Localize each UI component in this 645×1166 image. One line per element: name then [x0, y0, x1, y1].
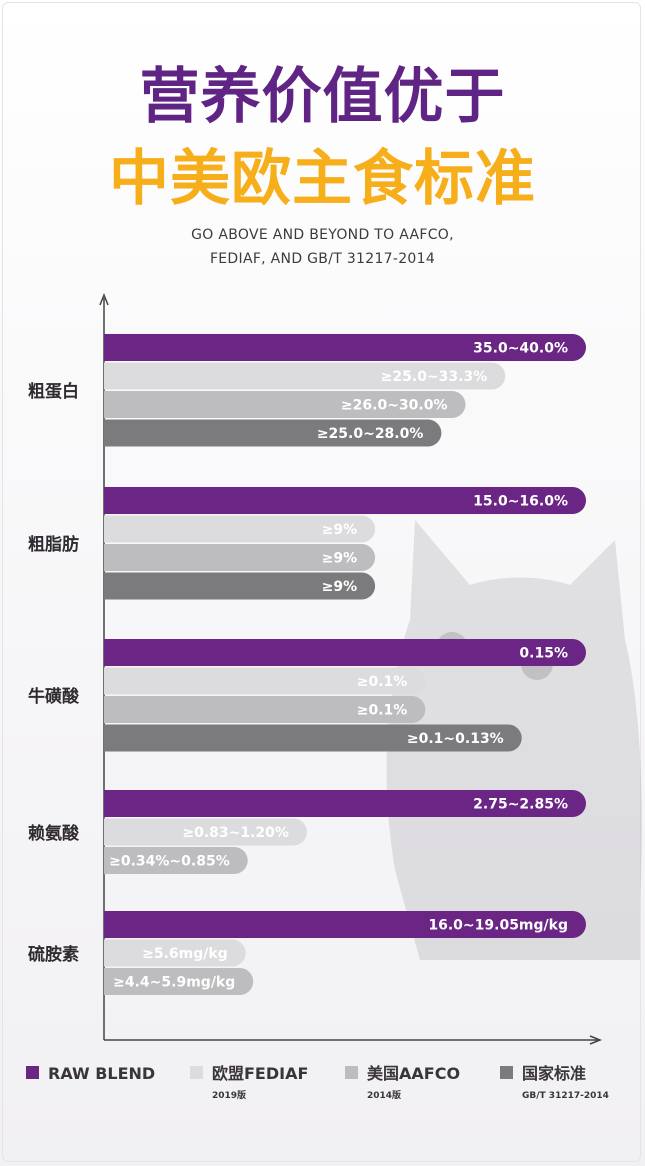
bar-value-label: ≥4.4~5.9mg/kg [113, 975, 235, 991]
bar-2-2: ≥0.1% [104, 696, 426, 723]
bar-3-2: ≥0.34%~0.85% [104, 847, 248, 874]
bar-value-label: ≥25.0~33.3% [381, 369, 488, 385]
bar-rect [104, 544, 376, 571]
bar-1-1: ≥9% [104, 515, 376, 543]
bar-rect [104, 790, 586, 817]
bar-value-label: ≥9% [322, 522, 358, 538]
category-label: 硫胺素 [28, 944, 79, 965]
bar-4-1: ≥5.6mg/kg [104, 939, 246, 967]
bar-rect [104, 696, 426, 723]
title-line2: 中美欧主食标准 [109, 144, 536, 214]
bar-rect [104, 334, 586, 361]
legend-label: 国家标准 [522, 1064, 586, 1083]
legend-label: RAW BLEND [48, 1064, 155, 1083]
legend-item-2: 美国AAFCO 2014版 [345, 1064, 460, 1101]
bar-1-2: ≥9% [104, 544, 376, 571]
bar-value-label: ≥0.1~0.13% [407, 731, 504, 747]
bar-rect [104, 639, 586, 666]
bar-value-label: ≥0.83~1.20% [182, 825, 289, 841]
bar-rect [104, 911, 586, 938]
bar-3-1: ≥0.83~1.20% [104, 818, 307, 846]
category-label: 粗蛋白 [28, 381, 79, 402]
bar-value-label: 0.15% [519, 646, 568, 662]
bar-value-label: ≥9% [322, 579, 358, 595]
legend-item-1: 欧盟FEDIAF 2019版 [190, 1064, 308, 1101]
legend-sublabel: GB/T 31217-2014 [522, 1091, 609, 1101]
bar-rect [104, 515, 376, 543]
legend-item-0: RAW BLEND [26, 1064, 155, 1083]
legend-swatch [26, 1066, 39, 1079]
category-label: 赖氨酸 [28, 823, 80, 844]
bar-value-label: 2.75~2.85% [473, 797, 568, 813]
bar-4-2: ≥4.4~5.9mg/kg [104, 968, 254, 995]
bar-rect [104, 667, 426, 695]
category-label: 粗脂肪 [28, 534, 79, 555]
bar-0-0: 35.0~40.0% [104, 334, 586, 361]
bar-1-0: 15.0~16.0% [104, 487, 586, 514]
subtitle-line2: FEDIAF, AND GB/T 31217-2014 [209, 251, 436, 267]
bar-value-label: 15.0~16.0% [473, 494, 568, 510]
bar-value-label: ≥5.6mg/kg [142, 946, 228, 962]
bar-rect [104, 572, 376, 600]
bar-value-label: 35.0~40.0% [473, 341, 568, 357]
bar-rect [104, 818, 307, 846]
bar-value-label: ≥26.0~30.0% [341, 398, 448, 414]
legend-item-3: 国家标准 GB/T 31217-2014 [500, 1064, 609, 1101]
y-axis-arrow [99, 292, 109, 306]
bar-value-label: ≥9% [322, 551, 358, 567]
x-axis-arrow [589, 1035, 603, 1045]
bar-rect [104, 362, 506, 390]
bar-rect [104, 391, 466, 418]
category-label: 牛磺酸 [28, 686, 80, 707]
bar-0-3: ≥25.0~28.0% [104, 419, 442, 447]
legend-swatch [345, 1066, 358, 1079]
bar-value-label: 16.0~19.05mg/kg [428, 918, 568, 934]
bar-4-0: 16.0~19.05mg/kg [104, 911, 586, 938]
legend-sublabel: 2014版 [367, 1089, 401, 1101]
bar-0-2: ≥26.0~30.0% [104, 391, 466, 418]
bar-0-1: ≥25.0~33.3% [104, 362, 506, 390]
legend-sublabel: 2019版 [212, 1089, 246, 1101]
bar-2-3: ≥0.1~0.13% [104, 724, 522, 752]
bar-value-label: ≥0.34%~0.85% [109, 854, 230, 870]
bar-rect [104, 939, 246, 967]
bar-rect [104, 724, 522, 752]
bar-3-0: 2.75~2.85% [104, 790, 586, 817]
bar-rect [104, 847, 248, 874]
bar-rect [104, 419, 442, 447]
bar-2-0: 0.15% [104, 639, 586, 666]
legend-swatch [500, 1066, 513, 1079]
bar-rect [104, 487, 586, 514]
bar-2-1: ≥0.1% [104, 667, 426, 695]
subtitle-line1: GO ABOVE AND BEYOND TO AAFCO, [191, 227, 454, 243]
legend-swatch [190, 1066, 203, 1079]
bar-value-label: ≥0.1% [357, 674, 408, 690]
legend-label: 美国AAFCO [367, 1064, 460, 1083]
bar-value-label: ≥25.0~28.0% [317, 426, 424, 442]
bar-value-label: ≥0.1% [357, 703, 408, 719]
legend-label: 欧盟FEDIAF [212, 1064, 308, 1083]
bar-rect [104, 968, 254, 995]
title-line1: 营养价值优于 [139, 62, 506, 132]
bar-1-3: ≥9% [104, 572, 376, 600]
